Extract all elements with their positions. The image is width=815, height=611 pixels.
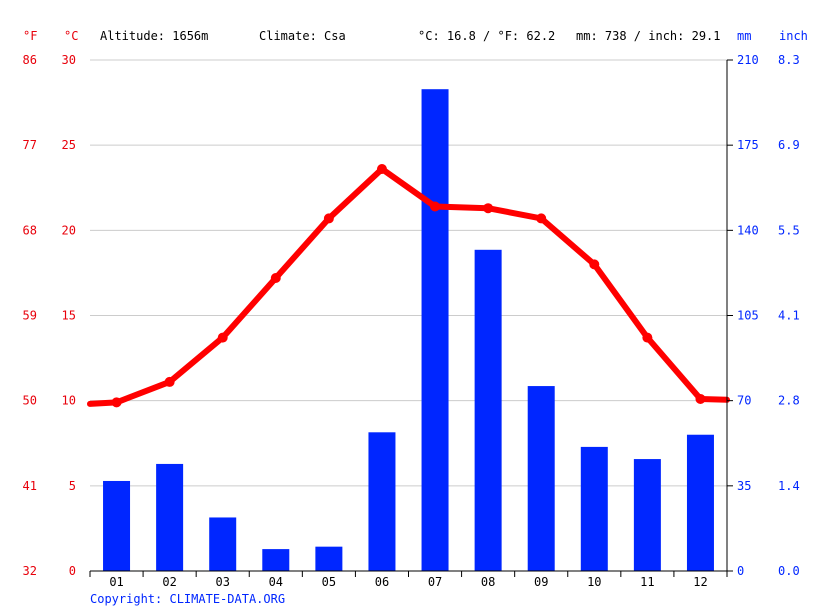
precipitation-bar-03 [209,517,237,571]
precipitation-bar-04 [262,549,290,571]
temperature-point-12 [695,393,706,404]
precipitation-bar-09 [527,386,555,571]
gridlines [90,59,727,487]
mm-tick-label: 140 [737,223,759,237]
inch-tick-label: 6.9 [778,138,800,152]
precipitation-bar-07 [421,89,449,571]
inch-tick-label: 0.0 [778,564,800,578]
month-tick-label-05: 05 [322,575,336,589]
temperature-series-line [87,166,730,407]
inch-tick-label: 4.1 [778,309,800,323]
inch-tick-label: 2.8 [778,394,800,408]
temperature-point-09 [536,213,547,224]
celsius-tick-label: 15 [62,309,76,323]
month-tick-label-03: 03 [215,575,229,589]
precipitation-bar-05 [315,546,343,571]
temperature-point-01 [111,397,122,408]
inch-tick-label: 1.4 [778,479,800,493]
mm-tick-label: 210 [737,53,759,67]
month-tick-label-04: 04 [269,575,283,589]
inch-tick-label: 5.5 [778,223,800,237]
chart-header: °F °C Altitude: 1656m Climate: Csa °C: 1… [23,29,808,43]
precipitation-bar-06 [368,432,396,571]
precipitation-bar-12 [686,434,714,571]
fahrenheit-tick-label: 77 [23,138,37,152]
average-temperature-label: °C: 16.8 / °F: 62.2 [418,29,555,43]
precipitation-bar-11 [633,459,661,571]
copyright-label: Copyright: CLIMATE-DATA.ORG [90,592,286,606]
precipitation-bar-08 [474,249,502,572]
temperature-line [87,164,730,408]
precipitation-bars [103,89,714,572]
month-tick-label-12: 12 [693,575,707,589]
month-tick-label-08: 08 [481,575,495,589]
month-tick-label-09: 09 [534,575,548,589]
fahrenheit-tick-label: 50 [23,394,37,408]
climate-label: Climate: Csa [259,29,346,43]
inch-unit-label: inch [779,29,808,43]
month-tick-label-07: 07 [428,575,442,589]
fahrenheit-tick-label: 86 [23,53,37,67]
temperature-point-08 [483,203,494,214]
temperature-point-05 [323,213,334,224]
fahrenheit-tick-label: 41 [23,479,37,493]
fahrenheit-tick-label: 68 [23,223,37,237]
temperature-point-10 [589,259,600,270]
temperature-point-04 [270,273,281,284]
celsius-tick-label: 30 [62,53,76,67]
temperature-point-11 [642,332,653,343]
temperature-point-07 [430,201,441,212]
precipitation-bar-01 [103,480,131,571]
temperature-point-03 [217,332,228,343]
precipitation-bar-10 [580,446,608,571]
month-tick-label-01: 01 [109,575,123,589]
altitude-label: Altitude: 1656m [100,29,208,43]
month-tick-label-11: 11 [640,575,654,589]
mm-tick-label: 35 [737,479,751,493]
celsius-tick-label: 25 [62,138,76,152]
inch-tick-label: 8.3 [778,53,800,67]
fahrenheit-tick-label: 32 [23,564,37,578]
tick-labels: 32 0 0 0.0 41 5 35 1.4 50 10 70 2.8 59 15 105 4.1 68 20 14… [23,53,800,589]
temperature-point-06 [376,164,387,175]
mm-tick-label: 70 [737,394,751,408]
temperature-point-02 [164,376,175,387]
precipitation-bar-02 [156,463,184,571]
mm-tick-label: 105 [737,309,759,323]
celsius-tick-label: 10 [62,394,76,408]
mm-tick-label: 175 [737,138,759,152]
mm-unit-label: mm [737,29,751,43]
celsius-tick-label: 5 [69,479,76,493]
mm-tick-label: 0 [737,564,744,578]
celsius-unit-label: °C [64,29,78,43]
total-precipitation-label: mm: 738 / inch: 29.1 [576,29,721,43]
month-tick-label-06: 06 [375,575,389,589]
month-tick-label-02: 02 [162,575,176,589]
fahrenheit-unit-label: °F [23,29,37,43]
celsius-tick-label: 20 [62,223,76,237]
axes [89,59,733,577]
month-tick-label-10: 10 [587,575,601,589]
fahrenheit-tick-label: 59 [23,309,37,323]
celsius-tick-label: 0 [69,564,76,578]
